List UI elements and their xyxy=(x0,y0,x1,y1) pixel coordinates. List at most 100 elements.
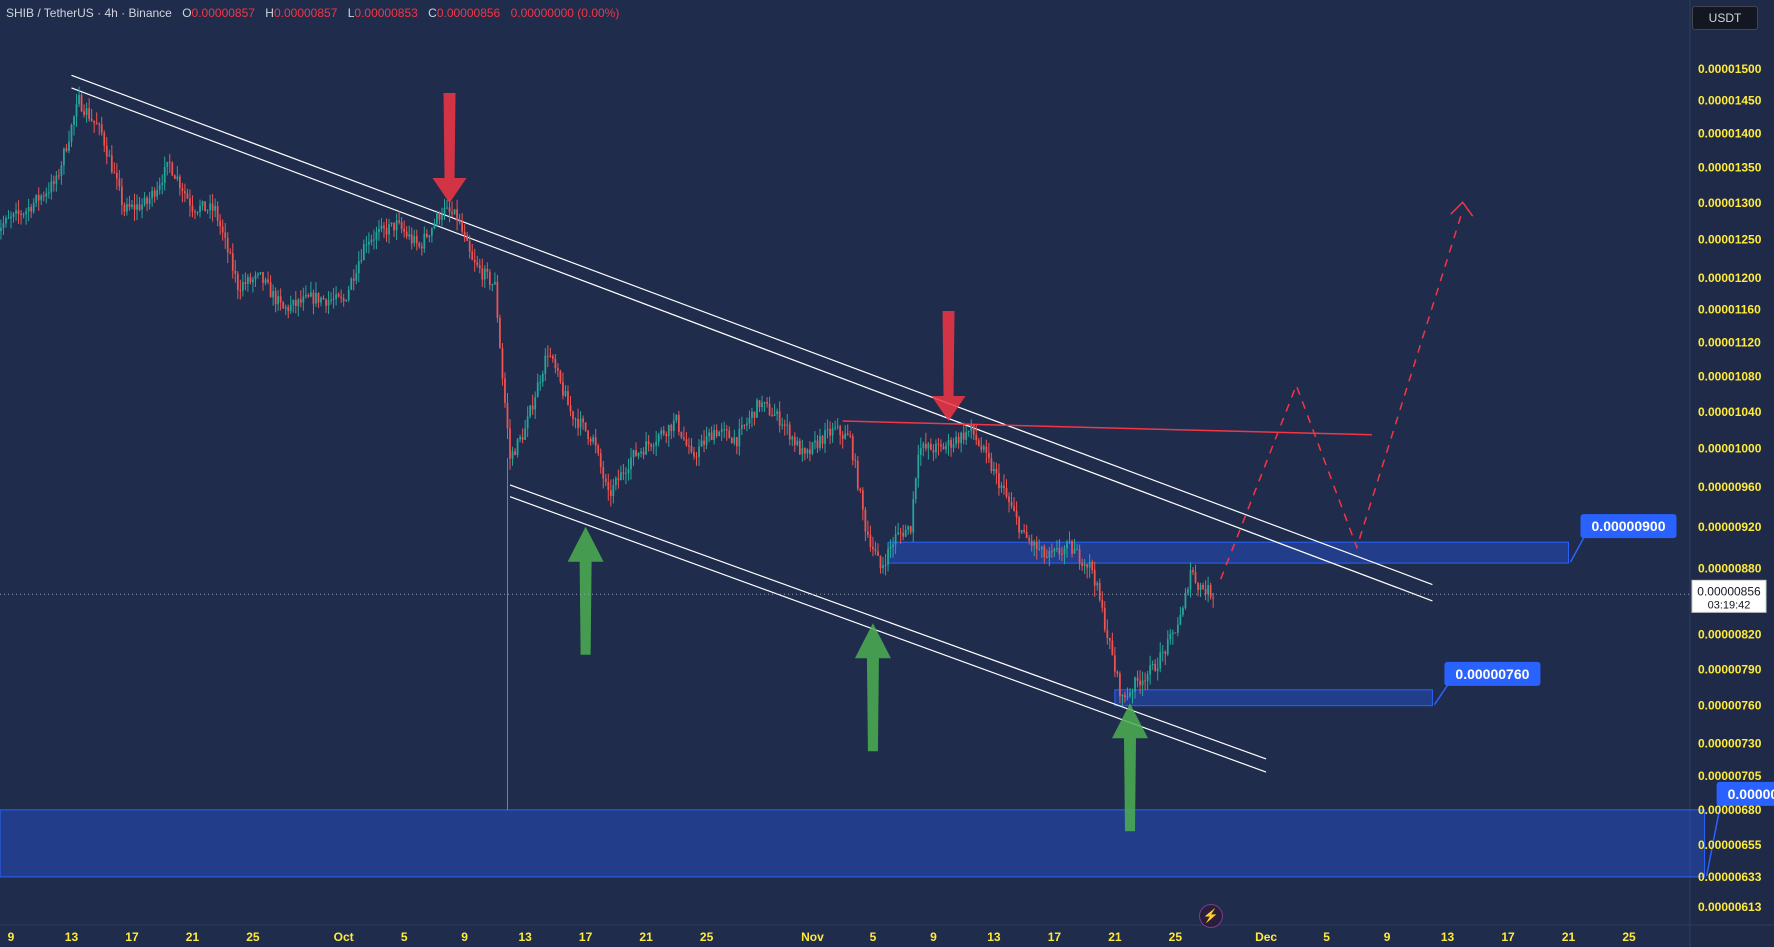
candle-body xyxy=(721,429,723,431)
candle-body xyxy=(953,444,955,447)
countdown-timer: 03:19:42 xyxy=(1708,599,1751,611)
candle-body xyxy=(1190,570,1192,589)
candle-body xyxy=(330,300,332,301)
candle-body xyxy=(202,201,204,205)
candle-body xyxy=(23,214,25,215)
candle-body xyxy=(1003,485,1005,488)
candle-body xyxy=(814,441,816,443)
candle-body xyxy=(81,95,83,111)
candle-body xyxy=(658,434,660,441)
candle-body xyxy=(476,262,478,265)
candle-body xyxy=(113,172,115,173)
x-tick-label: Nov xyxy=(801,930,824,944)
candle-body xyxy=(774,414,776,416)
candle-body xyxy=(149,198,151,203)
candle-body xyxy=(592,437,594,441)
candle-body xyxy=(1122,695,1124,696)
y-tick-label: 0.00000820 xyxy=(1698,628,1762,642)
candle-body xyxy=(35,195,37,203)
candle-body xyxy=(514,451,516,455)
y-tick-label: 0.00001400 xyxy=(1698,127,1762,141)
candle-body xyxy=(179,177,181,188)
candle-body xyxy=(1154,664,1156,671)
candle-body xyxy=(786,425,788,426)
candle-body xyxy=(232,253,234,270)
candle-body xyxy=(1137,678,1139,681)
candle-body xyxy=(741,425,743,429)
candle-body xyxy=(1129,693,1131,697)
y-tick-label: 0.00001250 xyxy=(1698,233,1762,247)
candle-body xyxy=(1157,668,1159,670)
candle-body xyxy=(794,437,796,445)
candle-body xyxy=(353,279,355,281)
candle-body xyxy=(1051,551,1053,552)
candle-body xyxy=(912,499,914,532)
candle-body xyxy=(507,403,509,428)
candle-body xyxy=(575,419,577,420)
candle-body xyxy=(804,448,806,453)
candle-body xyxy=(960,433,962,443)
candle-body xyxy=(809,450,811,454)
candle-body xyxy=(582,419,584,423)
candle-body xyxy=(461,222,463,232)
candle-body xyxy=(378,229,380,232)
candle-body xyxy=(925,444,927,449)
y-tick-label: 0.00000730 xyxy=(1698,736,1762,750)
candle-body xyxy=(875,549,877,551)
candle-body xyxy=(887,549,889,565)
candle-body xyxy=(144,198,146,205)
candle-body xyxy=(401,222,403,229)
candle-body xyxy=(701,441,703,447)
candle-body xyxy=(572,411,574,419)
candle-body xyxy=(1048,551,1050,557)
candle-body xyxy=(469,241,471,252)
candle-body xyxy=(502,348,504,379)
candle-body xyxy=(423,234,425,249)
candle-body xyxy=(577,419,579,428)
candle-body xyxy=(696,457,698,458)
y-tick-label: 0.00001080 xyxy=(1698,370,1762,384)
candle-body xyxy=(948,440,950,446)
candle-body xyxy=(1169,634,1171,640)
candle-body xyxy=(728,431,730,438)
candle-body xyxy=(965,432,967,440)
candle-body xyxy=(509,428,511,458)
bolt-icon[interactable]: ⚡ xyxy=(1199,904,1223,928)
candle-body xyxy=(484,269,486,280)
candle-body xyxy=(738,429,740,447)
candle-body xyxy=(895,534,897,545)
candle-body xyxy=(1132,692,1134,693)
candle-body xyxy=(439,214,441,220)
candle-body xyxy=(340,297,342,298)
candle-body xyxy=(902,533,904,537)
y-tick-label: 0.00001160 xyxy=(1698,303,1761,317)
candle-body xyxy=(1182,608,1184,615)
candle-body xyxy=(844,433,846,438)
currency-button[interactable]: USDT xyxy=(1692,6,1758,30)
candle-body xyxy=(1180,615,1182,625)
candle-body xyxy=(612,485,614,496)
candle-body xyxy=(1028,538,1030,541)
candle-body xyxy=(408,234,410,236)
candle-body xyxy=(922,444,924,448)
candle-body xyxy=(988,453,990,458)
candle-body xyxy=(796,441,798,445)
candle-body xyxy=(623,472,625,473)
candle-body xyxy=(597,446,599,453)
candle-body xyxy=(985,447,987,453)
candle-body xyxy=(560,371,562,382)
candle-body xyxy=(393,223,395,231)
support-zone-2 xyxy=(1115,690,1433,706)
candle-body xyxy=(318,293,320,303)
high-value: 0.00000857 xyxy=(274,6,337,20)
zone-label-1: 0.00000900 xyxy=(1592,518,1666,534)
candle-body xyxy=(1016,511,1018,517)
candle-body xyxy=(1096,583,1098,585)
candle-body xyxy=(471,252,473,260)
candle-body xyxy=(723,429,725,430)
candle-body xyxy=(693,452,695,457)
y-tick-label: 0.00001500 xyxy=(1698,62,1762,76)
candle-body xyxy=(108,155,110,156)
